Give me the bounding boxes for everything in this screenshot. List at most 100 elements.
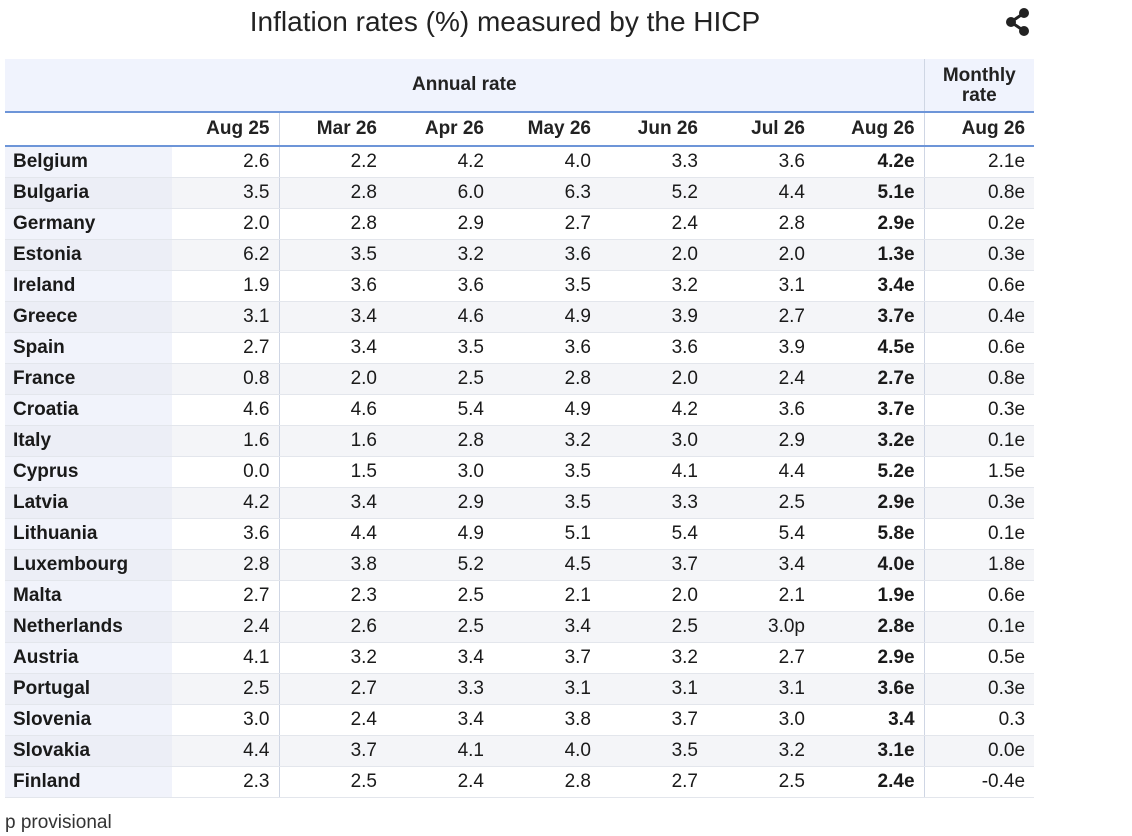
- country-name: Malta: [5, 580, 172, 612]
- country-name: Netherlands: [5, 611, 172, 643]
- table-cell: 6.0: [386, 177, 493, 209]
- table-row: Portugal 2.5 2.7 3.3 3.1 3.1 3.1 3.6e 0.3e: [5, 673, 1035, 705]
- table-cell: 3.6: [279, 270, 386, 302]
- table-cell: 2.8: [279, 177, 386, 209]
- country-name: Croatia: [5, 394, 172, 426]
- table-cell: 2.8: [386, 425, 493, 457]
- table-cell: 3.1: [707, 270, 814, 302]
- table-cell: 0.3e: [923, 239, 1035, 271]
- table-row: Estonia 6.2 3.5 3.2 3.6 2.0 2.0 1.3e 0.3e: [5, 239, 1035, 271]
- table-cell: 4.9: [493, 394, 600, 426]
- table-cell: 3.8: [279, 549, 386, 581]
- table-cell: 2.0: [279, 363, 386, 395]
- table-cell: 2.8: [493, 363, 600, 395]
- table-cell: 4.6: [279, 394, 386, 426]
- table-cell: 4.9: [386, 518, 493, 550]
- country-column-header: [5, 112, 172, 147]
- table-cell: 2.9: [386, 208, 493, 240]
- table-cell: 0.6e: [923, 332, 1035, 364]
- table-cell: 3.6: [600, 332, 707, 364]
- table-cell: 2.9e: [814, 487, 925, 519]
- table-cell: 0.6e: [923, 580, 1035, 612]
- table-cell: 3.1e: [814, 735, 925, 767]
- table-cell: 0.2e: [923, 208, 1035, 240]
- country-name: Austria: [5, 642, 172, 674]
- table-cell: 2.6: [172, 146, 280, 178]
- table-cell: 2.7: [172, 580, 280, 612]
- table-cell: 1.9: [172, 270, 280, 302]
- table-cell: 3.4: [386, 704, 493, 736]
- table-cell: 2.4: [279, 704, 386, 736]
- table-cell: 1.5: [279, 456, 386, 488]
- country-name: France: [5, 363, 172, 395]
- table-cell: 4.0e: [814, 549, 925, 581]
- table-cell: 3.7: [600, 549, 707, 581]
- table-cell: 2.7: [279, 673, 386, 705]
- table-cell: 2.5: [707, 766, 814, 798]
- table-cell: 4.2: [386, 146, 493, 178]
- table-cell: 4.5: [493, 549, 600, 581]
- column-header: Jul 26: [707, 112, 814, 147]
- column-header: Aug 25: [172, 112, 280, 147]
- table-cell: 2.3: [279, 580, 386, 612]
- table-cell: 2.0: [707, 239, 814, 271]
- table-row: Slovenia 3.0 2.4 3.4 3.8 3.7 3.0 3.4 0.3: [5, 704, 1035, 736]
- table-cell: 3.7: [279, 735, 386, 767]
- table-cell: 2.8: [172, 549, 280, 581]
- country-name: Lithuania: [5, 518, 172, 550]
- table-cell: 4.2: [172, 487, 280, 519]
- table-cell: 4.9: [493, 301, 600, 333]
- country-name: Luxembourg: [5, 549, 172, 581]
- table-cell: 0.0: [172, 456, 280, 488]
- table-row: Netherlands 2.4 2.6 2.5 3.4 2.5 3.0p 2.8e 0.1e: [5, 611, 1035, 643]
- table-cell: 4.1: [172, 642, 280, 674]
- table-cell: 0.3e: [923, 487, 1035, 519]
- table-cell: 2.8: [493, 766, 600, 798]
- group-header-row: Annual rate Monthly rate: [5, 59, 1035, 113]
- table-cell: 4.2e: [814, 146, 925, 178]
- table-cell: 2.9: [707, 425, 814, 457]
- table-cell: 3.4: [279, 487, 386, 519]
- share-button[interactable]: [1003, 7, 1033, 37]
- table-cell: 2.5: [600, 611, 707, 643]
- table-cell: 4.0: [493, 735, 600, 767]
- table-cell: 0.4e: [923, 301, 1035, 333]
- table-cell: 0.8: [172, 363, 280, 395]
- table-cell: 0.8e: [923, 363, 1035, 395]
- table-cell: 3.3: [600, 146, 707, 178]
- table-cell: 2.6: [279, 611, 386, 643]
- share-icon: [1006, 8, 1029, 36]
- table-cell: 3.4: [386, 642, 493, 674]
- table-row: Bulgaria 3.5 2.8 6.0 6.3 5.2 4.4 5.1e 0.8e: [5, 177, 1035, 209]
- table-cell: 4.6: [172, 394, 280, 426]
- table-cell: 3.2: [386, 239, 493, 271]
- table-cell: 3.0: [707, 704, 814, 736]
- table-cell: 1.8e: [923, 549, 1035, 581]
- table-cell: 0.5e: [923, 642, 1035, 674]
- table-cell: 3.2: [279, 642, 386, 674]
- table-cell: 2.8e: [814, 611, 925, 643]
- table-cell: 6.2: [172, 239, 280, 271]
- table-cell: 3.4e: [814, 270, 925, 302]
- table-row: Luxembourg 2.8 3.8 5.2 4.5 3.7 3.4 4.0e 1.8e: [5, 549, 1035, 581]
- table-cell: 5.8e: [814, 518, 925, 550]
- table-cell: 2.7: [172, 332, 280, 364]
- country-name: Belgium: [5, 146, 172, 178]
- country-name: Germany: [5, 208, 172, 240]
- table-cell: 4.6: [386, 301, 493, 333]
- table-row: Spain 2.7 3.4 3.5 3.6 3.6 3.9 4.5e 0.6e: [5, 332, 1035, 364]
- table-cell: 2.7: [493, 208, 600, 240]
- table-cell: 3.1: [172, 301, 280, 333]
- table-cell: 3.5: [493, 270, 600, 302]
- table-cell: 0.1e: [923, 611, 1035, 643]
- table-cell: 5.4: [707, 518, 814, 550]
- table-cell: 3.8: [493, 704, 600, 736]
- table-cell: 3.1: [707, 673, 814, 705]
- table-body: Belgium 2.6 2.2 4.2 4.0 3.3 3.6 4.2e 2.1e Bulgari…: [5, 146, 1035, 798]
- table-cell: 2.5: [279, 766, 386, 798]
- table-cell: 3.6e: [814, 673, 925, 705]
- table-cell: 3.4: [493, 611, 600, 643]
- table-cell: 0.3e: [923, 394, 1035, 426]
- country-name: Greece: [5, 301, 172, 333]
- table-cell: 0.8e: [923, 177, 1035, 209]
